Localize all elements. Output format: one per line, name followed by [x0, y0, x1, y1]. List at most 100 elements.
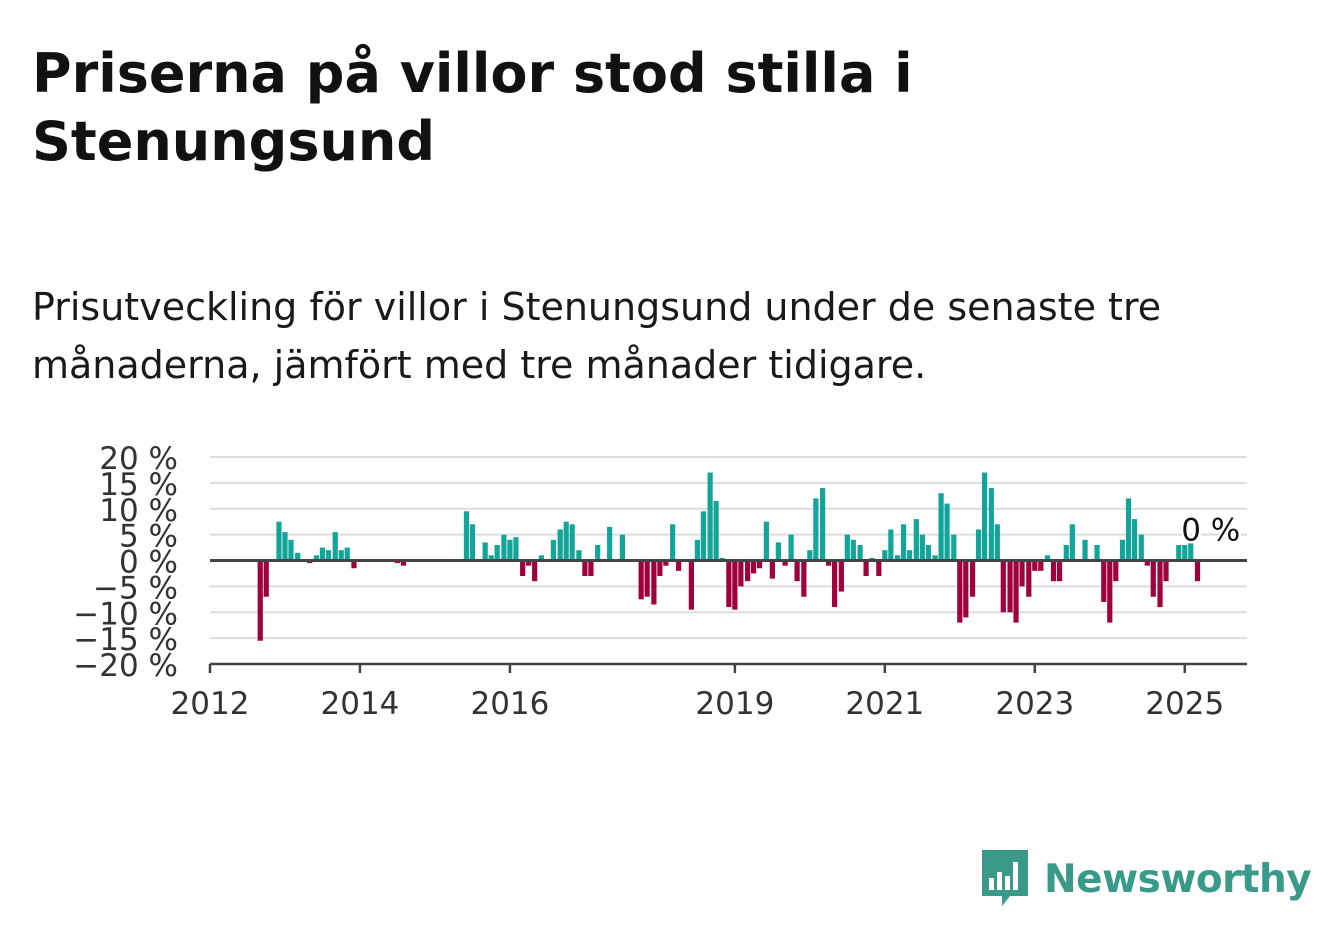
- bar: [670, 524, 676, 561]
- bar: [757, 560, 763, 569]
- bar: [488, 555, 494, 561]
- bar: [1101, 560, 1107, 602]
- bar: [1094, 544, 1100, 561]
- bar: [688, 560, 694, 610]
- bar: [563, 521, 569, 561]
- bar: [1044, 555, 1051, 561]
- bar: [1038, 560, 1044, 571]
- bar: [994, 524, 1000, 561]
- bar: [894, 555, 901, 561]
- bar: [1131, 519, 1138, 561]
- bar: [332, 532, 338, 561]
- bar: [1138, 534, 1144, 561]
- bar: [344, 547, 350, 561]
- newsworthy-logo-icon: [982, 850, 1028, 906]
- bar: [900, 524, 907, 561]
- annotation-label: 0 %: [1181, 513, 1240, 549]
- bar: [763, 521, 769, 561]
- bar: [1125, 498, 1132, 561]
- x-tick-label: 2016: [470, 686, 549, 722]
- bar: [569, 524, 575, 561]
- y-axis-ticks: 20 %15 %10 %5 %0 %−5 %−10 %−15 %−20 %: [73, 441, 178, 684]
- bar: [1107, 560, 1113, 623]
- bar: [788, 534, 794, 561]
- bar: [913, 519, 919, 561]
- bars: [257, 472, 1201, 641]
- bar: [469, 524, 476, 561]
- y-tick-label: 0 %: [119, 545, 178, 581]
- y-tick-label: 5 %: [119, 519, 178, 555]
- bar: [694, 539, 700, 561]
- chart-subtitle: Prisutveckling för villor i Stenungsund …: [32, 285, 1162, 387]
- bar: [644, 560, 650, 597]
- bar: [938, 493, 944, 561]
- bar: [507, 539, 513, 561]
- bar: [751, 560, 757, 574]
- bar: [313, 555, 320, 561]
- bar: [663, 560, 669, 566]
- bar: [1113, 560, 1119, 582]
- bar: [1063, 544, 1069, 561]
- bar: [619, 534, 626, 561]
- bar: [919, 534, 925, 561]
- bar: [1182, 544, 1188, 561]
- x-tick-label: 2025: [1145, 686, 1224, 722]
- bar: [282, 532, 288, 561]
- bar: [576, 550, 582, 561]
- bar: [888, 529, 894, 561]
- bar: [1050, 560, 1057, 582]
- bar: [1032, 560, 1038, 571]
- bar: [595, 544, 601, 561]
- bar: [400, 560, 407, 566]
- x-tick-label: 2012: [171, 686, 250, 722]
- bar: [638, 560, 644, 600]
- bar: [775, 542, 781, 561]
- bar: [501, 534, 507, 561]
- bar: [1144, 560, 1150, 566]
- bar: [1194, 560, 1201, 582]
- bar: [876, 560, 882, 577]
- x-tick-label: 2023: [995, 686, 1074, 722]
- bar: [944, 503, 950, 561]
- bar: [782, 560, 788, 566]
- bar: [831, 560, 838, 608]
- bar: [1176, 544, 1182, 561]
- bar: [1056, 560, 1063, 582]
- bar: [351, 560, 357, 569]
- x-axis-ticks: 2012 2014 2016 2019 2021 2023 2025: [171, 664, 1224, 722]
- bar: [1163, 560, 1169, 582]
- bar: [1150, 560, 1156, 597]
- bar: [863, 560, 869, 577]
- bar: [988, 488, 994, 561]
- bar: [932, 555, 938, 561]
- bar: [338, 550, 344, 561]
- x-tick-label: 2019: [695, 686, 774, 722]
- y-tick-label: −5 %: [93, 570, 178, 606]
- bar: [657, 560, 663, 577]
- x-tick-label: 2021: [845, 686, 924, 722]
- annotation: 0 %: [1179, 510, 1243, 551]
- bar: [588, 560, 594, 577]
- bar: [1013, 560, 1019, 623]
- bar: [1007, 560, 1013, 613]
- bar: [557, 529, 563, 561]
- bar: [957, 560, 963, 623]
- bar: [325, 550, 332, 561]
- newsworthy-logo-text: Newsworthy: [1044, 856, 1312, 902]
- bar: [463, 511, 470, 561]
- bar: [745, 560, 751, 582]
- y-tick-label: 15 %: [99, 467, 178, 503]
- bar: [850, 539, 856, 561]
- grid-lines: [210, 456, 1247, 640]
- bar: [319, 547, 326, 561]
- bar: [494, 544, 500, 561]
- bar: [807, 550, 813, 561]
- bar: [700, 511, 706, 561]
- bar: [276, 521, 282, 561]
- bar: [295, 552, 301, 561]
- bar: [482, 542, 488, 561]
- bar: [1019, 560, 1025, 587]
- chart-title: Priserna på villor stod stilla i Stenung…: [32, 42, 913, 173]
- bar: [676, 560, 682, 571]
- bar: [607, 526, 613, 561]
